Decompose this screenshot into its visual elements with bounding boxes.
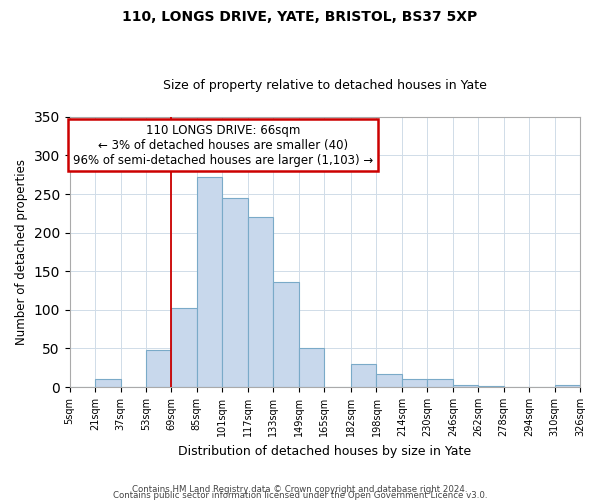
Bar xyxy=(554,385,580,387)
Y-axis label: Number of detached properties: Number of detached properties xyxy=(15,159,28,345)
Title: Size of property relative to detached houses in Yate: Size of property relative to detached ho… xyxy=(163,79,487,92)
Bar xyxy=(299,348,324,387)
Bar xyxy=(402,378,427,387)
X-axis label: Distribution of detached houses by size in Yate: Distribution of detached houses by size … xyxy=(178,444,472,458)
Text: Contains HM Land Registry data © Crown copyright and database right 2024.: Contains HM Land Registry data © Crown c… xyxy=(132,484,468,494)
Bar xyxy=(172,308,197,387)
Bar xyxy=(248,217,273,387)
Bar xyxy=(95,380,121,387)
Bar xyxy=(222,198,248,387)
Bar xyxy=(146,350,172,387)
Bar xyxy=(427,380,453,387)
Bar xyxy=(376,374,402,387)
Text: 110, LONGS DRIVE, YATE, BRISTOL, BS37 5XP: 110, LONGS DRIVE, YATE, BRISTOL, BS37 5X… xyxy=(122,10,478,24)
Bar xyxy=(273,282,299,387)
Bar xyxy=(351,364,376,387)
Bar xyxy=(478,386,503,387)
Bar xyxy=(453,385,478,387)
Text: 110 LONGS DRIVE: 66sqm
← 3% of detached houses are smaller (40)
96% of semi-deta: 110 LONGS DRIVE: 66sqm ← 3% of detached … xyxy=(73,124,373,166)
Bar xyxy=(197,177,222,387)
Text: Contains public sector information licensed under the Open Government Licence v3: Contains public sector information licen… xyxy=(113,490,487,500)
